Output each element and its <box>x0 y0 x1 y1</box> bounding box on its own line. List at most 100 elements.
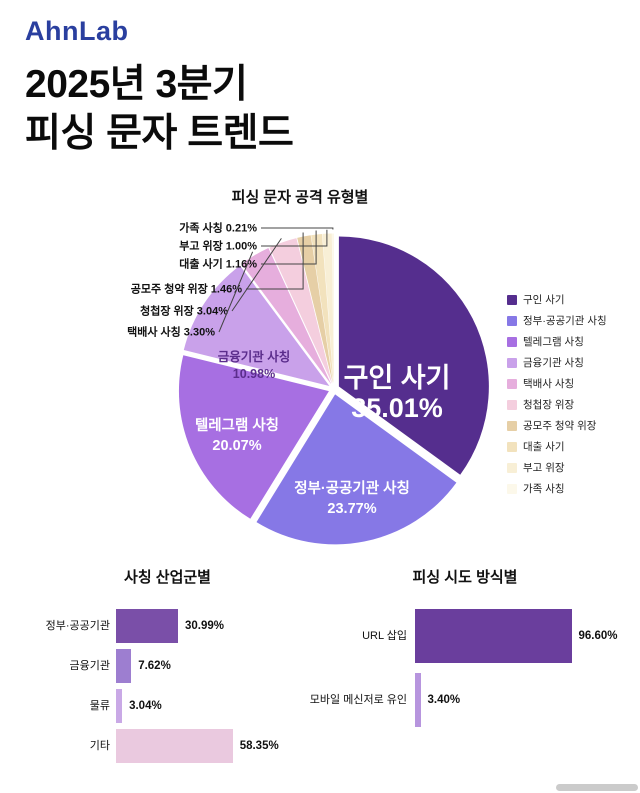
bar <box>116 689 123 723</box>
legend-item-7: 대출 사기 <box>507 439 607 454</box>
bar-category-label: 정부·공공기관 <box>45 619 110 632</box>
legend-item-5: 청첩장 위장 <box>507 397 607 412</box>
bar-track: 3.04% <box>116 689 310 723</box>
bar-row: 물류 3.04% <box>25 689 310 723</box>
callout-label-9: 가족 사칭 0.21% <box>179 221 257 235</box>
legend-swatch <box>507 357 517 368</box>
callout-label-4: 택배사 사칭 3.30% <box>127 325 215 339</box>
pie-chart: 가족 사칭 0.21% 부고 위장 1.00% 대출 사기 1.16% 공모주 청약 … <box>127 221 489 545</box>
legend-swatch <box>507 336 517 347</box>
legend-swatch <box>507 483 517 494</box>
pie-inside-label-value-0: 35.01% <box>351 393 443 423</box>
method-chart-title: 피싱 시도 방식별 <box>412 569 518 586</box>
legend-swatch <box>507 294 517 305</box>
legend-item-2: 텔레그램 사칭 <box>507 334 607 349</box>
bar-row: 금융기관 7.62% <box>25 649 310 683</box>
legend-item-3: 금융기관 사칭 <box>507 355 607 370</box>
legend-label: 텔레그램 사칭 <box>523 336 584 348</box>
callout-line-4 <box>218 251 254 333</box>
bar-row: 기타 58.35% <box>25 729 310 763</box>
legend-item-8: 부고 위장 <box>507 460 607 475</box>
pie-slice-2 <box>178 355 329 519</box>
legend-swatch <box>507 462 517 473</box>
callout-label-8: 부고 위장 1.00% <box>179 239 257 253</box>
page-title: 2025년 3분기 피싱 문자 트렌드 <box>25 60 294 158</box>
callout-line-8 <box>261 229 328 247</box>
bar-row: URL 삽입 96.60% <box>295 609 635 663</box>
legend-label: 부고 위장 <box>523 462 565 474</box>
legend-swatch <box>507 378 517 389</box>
pie-slice-0 <box>338 236 489 475</box>
bar-category-label: 모바일 메신저로 유인 <box>309 693 407 706</box>
bar-value-label: 96.60% <box>578 630 618 642</box>
pie-slice-1 <box>256 394 457 545</box>
bar-track: 30.99% <box>116 609 310 643</box>
bar-value-label: 58.35% <box>239 740 279 752</box>
bar-category-label: 물류 <box>89 699 110 712</box>
industry-bar-rows: 정부·공공기관 30.99% 금융기관 7.62% 물류 3.04% 기타 58.35% <box>25 609 310 763</box>
callout-line-7 <box>261 230 317 265</box>
bar <box>415 673 421 727</box>
callout-line-5 <box>231 238 282 312</box>
callout-label-5: 청첩장 위장 3.04% <box>140 304 228 318</box>
industry-bar-chart: 사칭 산업군별 정부·공공기관 30.99% 금융기관 7.62% 물류 3.04% 기타 5… <box>25 566 310 769</box>
legend-item-9: 가족 사칭 <box>507 481 607 496</box>
pie-inside-label-name-0: 구인 사기 <box>344 363 451 393</box>
method-bar-chart: 피싱 시도 방식별 URL 삽입 96.60% 모바일 메신저로 유인 3.40% <box>295 566 635 737</box>
bar-track: 58.35% <box>116 729 310 763</box>
pie-slice-4 <box>241 248 332 385</box>
bar <box>116 729 233 763</box>
legend-item-6: 공모주 청약 위장 <box>507 418 607 433</box>
ahnlab-logo: AhnLab <box>25 16 129 46</box>
legend-label: 청첩장 위장 <box>523 399 575 411</box>
title-line-1: 2025년 3분기 <box>25 63 248 106</box>
bar-value-label: 30.99% <box>185 620 225 632</box>
bar <box>415 609 572 663</box>
bar-track: 7.62% <box>116 649 310 683</box>
legend-swatch <box>507 420 517 431</box>
bar-category-label: URL 삽입 <box>362 629 407 642</box>
bar-row: 모바일 메신저로 유인 3.40% <box>295 673 635 727</box>
legend-item-0: 구인 사기 <box>507 292 607 307</box>
pie-inside-label-name-2: 텔레그램 사칭 <box>195 416 279 434</box>
bar-row: 정부·공공기관 30.99% <box>25 609 310 643</box>
legend-label: 택배사 사칭 <box>523 378 575 390</box>
legend-swatch <box>507 441 517 452</box>
bar-category-label: 금융기관 <box>69 659 110 672</box>
legend-label: 구인 사기 <box>523 294 565 306</box>
legend-item-1: 정부·공공기관 사칭 <box>507 313 607 328</box>
callout-line-6 <box>246 232 304 290</box>
industry-chart-title: 사칭 산업군별 <box>124 569 211 586</box>
legend-label: 가족 사칭 <box>523 483 565 495</box>
legend-item-4: 택배사 사칭 <box>507 376 607 391</box>
bar-track: 3.40% <box>415 673 635 727</box>
callout-label-7: 대출 사기 1.16% <box>179 257 257 271</box>
pie-slice-3 <box>183 265 330 386</box>
title-line-2: 피싱 문자 트렌드 <box>25 112 294 156</box>
pie-inside-label-value-1: 23.77% <box>327 501 376 517</box>
horizontal-scrollbar-thumb[interactable] <box>556 784 638 791</box>
pie-chart-title: 피싱 문자 공격 유형별 <box>231 189 369 206</box>
pie-slice-9 <box>332 233 334 384</box>
legend-swatch <box>507 315 517 326</box>
pie-slice-8 <box>322 233 334 384</box>
pie-slice-7 <box>311 234 334 384</box>
method-bar-rows: URL 삽입 96.60% 모바일 메신저로 유인 3.40% <box>295 609 635 727</box>
bar-value-label: 7.62% <box>138 660 171 672</box>
legend-label: 금융기관 사칭 <box>523 357 584 369</box>
callout-line-9 <box>261 227 334 230</box>
pie-inside-label-name-3: 금융기관 사칭 <box>218 349 290 364</box>
legend-swatch <box>507 399 517 410</box>
pie-inside-label-value-3: 10.98% <box>233 367 275 381</box>
legend-label: 대출 사기 <box>523 441 565 453</box>
bar <box>116 609 178 643</box>
bar-category-label: 기타 <box>89 739 110 752</box>
legend-label: 정부·공공기관 사칭 <box>523 315 607 327</box>
legend-label: 공모주 청약 위장 <box>523 420 597 432</box>
pie-inside-label-value-2: 20.07% <box>212 438 261 454</box>
bar-track: 96.60% <box>415 609 635 663</box>
bar <box>116 649 132 683</box>
pie-slice-5 <box>269 238 333 384</box>
callout-label-6: 공모주 청약 위장 1.46% <box>131 282 242 296</box>
